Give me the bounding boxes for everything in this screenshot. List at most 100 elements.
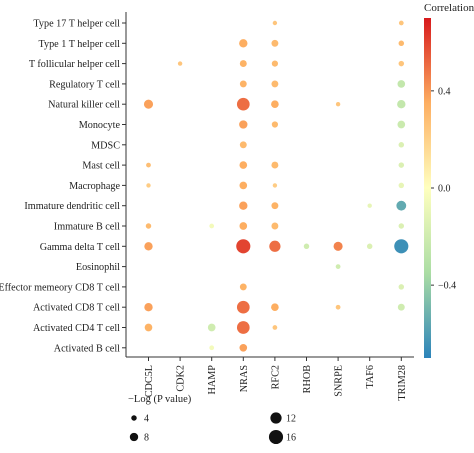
data-point [271, 303, 279, 312]
color-legend-tick-label: 0.0 [438, 184, 451, 195]
data-point [145, 223, 152, 229]
data-point [143, 99, 154, 109]
x-tick-label: RFC2 [270, 365, 281, 389]
x-tick-label: HAMP [207, 365, 218, 395]
data-point [146, 162, 151, 168]
data-point [236, 239, 251, 254]
data-point [144, 242, 153, 251]
color-legend: Correlation 0.4 0.0 −0.4 [424, 2, 474, 358]
data-point [272, 325, 278, 330]
y-tick-label: Eosinophil [76, 262, 120, 273]
y-tick-label: Monocyte [79, 120, 121, 131]
data-point [396, 200, 407, 211]
x-tick-label: SNRPE [334, 365, 345, 397]
y-tick-label: Regulatory T cell [49, 79, 120, 90]
data-point [367, 203, 372, 208]
data-point [335, 102, 341, 107]
x-tick-label: NRAS [239, 365, 250, 393]
data-point [303, 243, 310, 250]
data-point [398, 223, 405, 229]
y-tick-label: Effector memeory CD8 T cell [0, 282, 120, 293]
y-tick-label: Activated CD4 T cell [33, 323, 120, 334]
data-point [397, 120, 406, 129]
y-tick-label: Natural killer cell [48, 100, 120, 111]
data-point [397, 303, 405, 311]
data-point [239, 60, 247, 68]
size-legend-title: −Log (P value) [128, 394, 192, 405]
x-tick-label: RHOB [302, 365, 313, 394]
size-legend-dot [131, 415, 137, 421]
data-point [239, 39, 248, 48]
color-legend-tick-label: −0.4 [438, 281, 456, 292]
size-legend: −Log (P value) 4 8 12 16 [128, 394, 296, 445]
data-point [398, 60, 405, 67]
data-point [236, 321, 250, 334]
data-point [272, 183, 278, 188]
data-point [398, 284, 405, 290]
data-point [239, 161, 248, 169]
data-point [271, 80, 279, 88]
y-tick-label: MDSC [91, 140, 120, 151]
size-legend-dot [129, 432, 139, 442]
size-legend-label: 12 [286, 414, 296, 425]
data-point [239, 283, 247, 291]
plot-grid [122, 22, 402, 361]
data-point [398, 142, 405, 148]
data-point [239, 141, 247, 149]
data-point [397, 100, 406, 109]
data-point [239, 201, 248, 210]
data-point [398, 40, 405, 47]
data-point [144, 303, 153, 312]
y-tick-label: Macrophage [69, 181, 120, 192]
data-point [271, 202, 279, 210]
size-legend-label: 16 [286, 433, 296, 444]
data-point [177, 61, 183, 66]
data-point [394, 239, 409, 254]
size-legend-dot [270, 412, 282, 424]
data-point [271, 161, 279, 169]
data-points [143, 20, 409, 352]
data-point [366, 243, 373, 250]
data-point [239, 222, 248, 230]
color-legend-tick-label: 0.4 [438, 86, 451, 97]
y-tick-label: Type 1 T helper cell [38, 39, 120, 50]
data-point [397, 80, 406, 88]
size-legend-entries: 4 8 12 16 [129, 412, 296, 445]
data-point [398, 162, 405, 168]
data-point [271, 222, 279, 230]
size-legend-label: 4 [144, 414, 149, 425]
data-point [239, 343, 248, 352]
x-tick-label: CDK2 [176, 365, 187, 392]
y-tick-label: Activated B cell [54, 343, 120, 354]
data-point [239, 120, 248, 129]
y-tick-label: Immature dendritic cell [24, 201, 120, 212]
color-legend-title: Correlation [424, 2, 474, 14]
data-point [271, 60, 278, 67]
y-tick-label: Gamma delta T cell [40, 242, 120, 253]
data-point [271, 121, 278, 128]
color-legend-bar [424, 18, 431, 358]
data-point [271, 100, 279, 109]
data-point [269, 240, 281, 252]
data-point [398, 20, 404, 26]
color-legend-ticks: 0.4 0.0 −0.4 [431, 86, 456, 292]
data-point [236, 300, 250, 314]
y-tick-label: Immature B cell [54, 222, 120, 233]
x-axis-labels: CDC5L CDK2 HAMP NRAS RFC2 RHOB SNRPE TAF6 TRIM28 [144, 365, 408, 401]
y-tick-label: Type 17 T helper cell [33, 19, 120, 30]
data-point [146, 183, 151, 188]
x-tick-label: CDC5L [144, 365, 155, 397]
data-point [335, 304, 341, 310]
size-legend-dot [268, 429, 284, 445]
data-point [333, 241, 343, 251]
data-point [209, 345, 215, 351]
y-tick-label: T follicular helper cell [29, 59, 120, 70]
data-point [209, 223, 215, 229]
y-axis-labels: Type 17 T helper cell Type 1 T helper cel… [0, 19, 120, 355]
data-point [239, 181, 248, 190]
y-tick-label: Activated CD8 T cell [33, 303, 120, 314]
data-point [272, 20, 278, 26]
data-point [398, 182, 405, 189]
data-point [335, 264, 341, 269]
